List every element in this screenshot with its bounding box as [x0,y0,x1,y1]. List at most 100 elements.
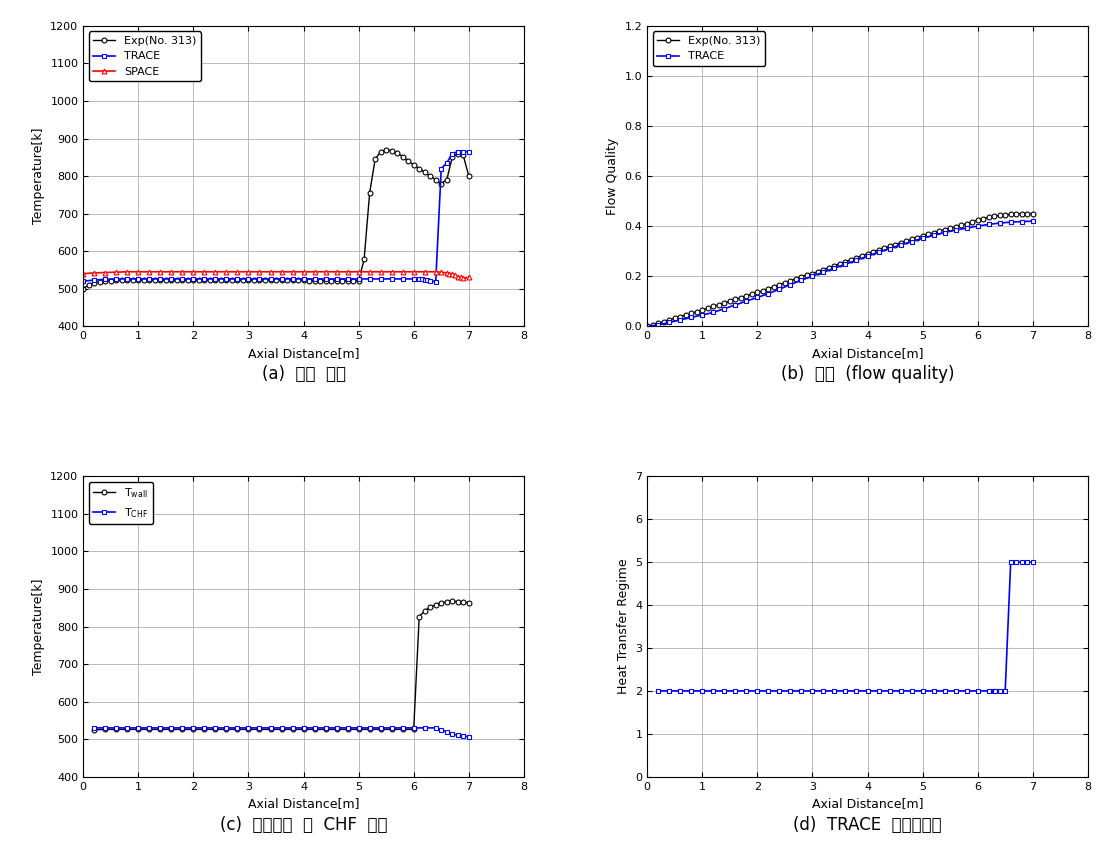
Y-axis label: Flow Quality: Flow Quality [606,137,619,215]
Exp(No. 313) [652,318,665,329]
TRACE [440,158,453,168]
SPACE [319,267,332,277]
$\mathregular{T_{wall}}$ [374,724,387,734]
$\mathregular{T_{CHF}}$ [242,722,255,733]
Text: (c)  벽면온도  및  CHF  온도: (c) 벽면온도 및 CHF 온도 [220,816,387,834]
$\mathregular{T_{wall}}$ [424,602,437,612]
SPACE [99,268,112,278]
Exp(No. 313) [750,287,764,298]
Exp(No. 313) [307,275,321,286]
TRACE [971,221,985,231]
TRACE [253,274,266,284]
X-axis label: Axial Distance[m]: Axial Distance[m] [811,347,924,360]
TRACE [132,274,145,284]
SPACE [220,267,233,277]
TRACE [307,274,321,284]
TRACE [77,276,90,287]
SPACE [456,273,470,283]
TRACE [640,321,654,331]
TRACE [445,148,458,159]
$\mathregular{T_{wall}}$ [352,724,365,734]
$\mathregular{T_{wall}}$ [220,724,233,734]
SPACE [363,267,376,277]
SPACE [231,267,244,277]
$\mathregular{T_{CHF}}$ [132,722,145,733]
$\mathregular{T_{wall}}$ [286,724,300,734]
$\mathregular{T_{CHF}}$ [275,722,289,733]
SPACE [341,267,354,277]
Exp(No. 313) [640,321,654,331]
$\mathregular{T_{wall}}$ [253,724,266,734]
SPACE [110,267,123,277]
$\mathregular{T_{wall}}$ [307,724,321,734]
$\mathregular{T_{CHF}}$ [430,722,443,733]
SPACE [121,267,134,277]
TRACE [231,274,244,284]
TRACE [413,274,426,284]
$\mathregular{T_{wall}}$ [121,724,134,734]
TRACE [817,267,830,277]
$\mathregular{T_{wall}}$ [110,724,123,734]
TRACE [275,274,289,284]
$\mathregular{T_{wall}}$ [143,724,157,734]
TRACE [773,284,786,294]
$\mathregular{T_{wall}}$ [430,600,443,610]
TRACE [430,276,443,287]
$\mathregular{T_{CHF}}$ [286,722,300,733]
$\mathregular{T_{wall}}$ [435,598,448,608]
Line: $\mathregular{T_{wall}}$: $\mathregular{T_{wall}}$ [92,599,472,732]
SPACE [451,272,464,282]
TRACE [88,274,101,285]
$\mathregular{T_{CHF}}$ [209,722,222,733]
$\mathregular{T_{wall}}$ [164,724,178,734]
SPACE [198,267,211,277]
TRACE [960,223,973,233]
TRACE [220,274,233,284]
SPACE [445,269,458,280]
Exp(No. 313) [1015,209,1028,219]
$\mathregular{T_{CHF}}$ [99,722,112,733]
Legend: Exp(No. 313), TRACE: Exp(No. 313), TRACE [653,31,765,66]
$\mathregular{T_{wall}}$ [396,724,410,734]
$\mathregular{T_{CHF}}$ [418,722,432,733]
TRACE [861,251,875,261]
SPACE [77,268,90,279]
$\mathregular{T_{CHF}}$ [175,722,189,733]
TRACE [418,274,432,285]
TRACE [718,304,731,314]
$\mathregular{T_{wall}}$ [198,724,211,734]
SPACE [396,267,410,277]
SPACE [307,267,321,277]
$\mathregular{T_{wall}}$ [296,724,310,734]
TRACE [462,147,475,157]
TRACE [728,299,741,310]
TRACE [286,274,300,284]
Line: Exp(No. 313): Exp(No. 313) [645,211,1036,329]
SPACE [462,272,475,282]
Legend: Exp(No. 313), TRACE, SPACE: Exp(No. 313), TRACE, SPACE [89,31,201,81]
$\mathregular{T_{CHF}}$ [407,722,421,733]
$\mathregular{T_{CHF}}$ [385,722,398,733]
TRACE [905,236,918,247]
$\mathregular{T_{wall}}$ [330,724,343,734]
$\mathregular{T_{CHF}}$ [445,728,458,739]
TRACE [164,274,178,284]
TRACE [750,293,764,303]
TRACE [652,320,665,331]
TRACE [415,274,428,285]
Exp(No. 313) [1005,209,1018,219]
Line: TRACE: TRACE [81,149,472,284]
TRACE [1015,217,1028,227]
X-axis label: Axial Distance[m]: Axial Distance[m] [248,797,360,810]
$\mathregular{T_{CHF}}$ [220,722,233,733]
TRACE [871,247,885,257]
TRACE [209,274,222,284]
$\mathregular{T_{CHF}}$ [186,722,200,733]
Line: SPACE: SPACE [81,269,472,280]
TRACE [143,274,157,284]
$\mathregular{T_{wall}}$ [462,597,475,608]
$\mathregular{T_{CHF}}$ [110,722,123,733]
SPACE [286,267,300,277]
TRACE [421,275,434,286]
SPACE [448,270,462,280]
